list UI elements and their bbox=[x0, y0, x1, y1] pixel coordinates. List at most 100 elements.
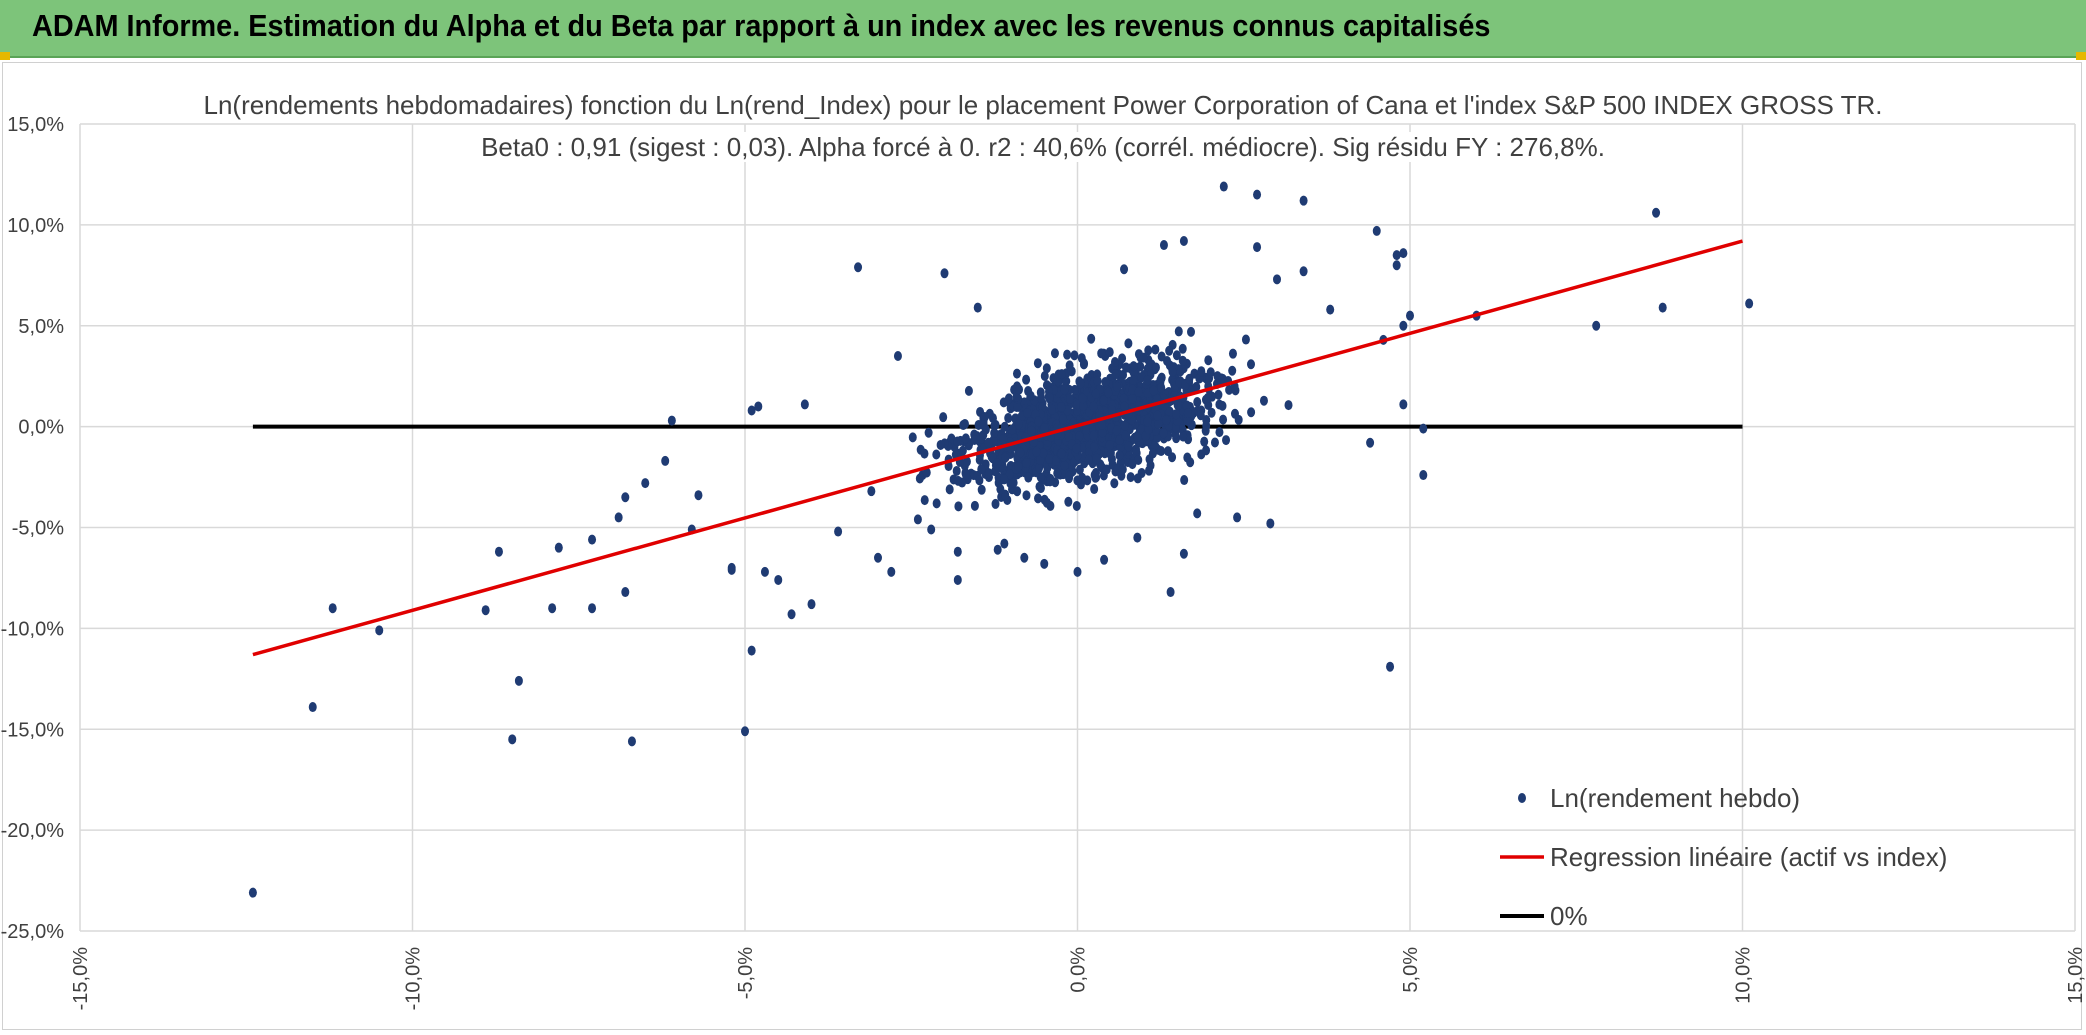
data-point bbox=[494, 546, 503, 557]
chart-subtitle: Beta0 : 0,91 (sigest : 0,03). Alpha forc… bbox=[0, 132, 2086, 163]
data-point bbox=[1266, 518, 1275, 529]
data-point bbox=[621, 492, 630, 503]
data-point bbox=[932, 449, 941, 460]
data-point bbox=[1162, 415, 1171, 426]
data-point bbox=[1098, 427, 1107, 438]
data-point bbox=[984, 437, 993, 448]
legend-label: Ln(rendement hebdo) bbox=[1550, 783, 1800, 813]
data-point bbox=[1120, 264, 1129, 275]
data-point bbox=[1134, 455, 1143, 466]
data-point bbox=[940, 268, 949, 279]
data-point bbox=[1105, 440, 1114, 451]
data-point bbox=[1034, 416, 1043, 427]
data-point bbox=[1050, 348, 1059, 359]
data-point bbox=[1027, 425, 1036, 436]
data-point bbox=[1386, 661, 1395, 672]
data-point bbox=[1075, 431, 1084, 442]
data-point bbox=[999, 397, 1008, 408]
data-point bbox=[1047, 404, 1056, 415]
data-point bbox=[1143, 375, 1152, 386]
data-point bbox=[1057, 448, 1066, 459]
data-point bbox=[887, 566, 896, 577]
data-point bbox=[1241, 334, 1250, 345]
resize-handle-right[interactable] bbox=[2076, 52, 2086, 60]
data-point bbox=[1204, 400, 1213, 411]
data-point bbox=[1299, 266, 1308, 277]
data-point bbox=[1181, 380, 1190, 391]
data-point bbox=[1419, 423, 1428, 434]
data-point bbox=[1001, 452, 1010, 463]
data-point bbox=[1082, 424, 1091, 435]
data-point bbox=[993, 544, 1002, 555]
data-point bbox=[834, 526, 843, 537]
data-point bbox=[1093, 375, 1102, 386]
data-point bbox=[1072, 500, 1081, 511]
data-point bbox=[1000, 421, 1009, 432]
data-point bbox=[1399, 248, 1408, 259]
data-point bbox=[1183, 408, 1192, 419]
data-point bbox=[1168, 366, 1177, 377]
data-point bbox=[893, 351, 902, 362]
data-point bbox=[913, 514, 922, 525]
data-point bbox=[1022, 490, 1031, 501]
data-point bbox=[1133, 432, 1142, 443]
data-point bbox=[954, 475, 963, 486]
data-point bbox=[1110, 357, 1119, 368]
data-point bbox=[1174, 326, 1183, 337]
data-point bbox=[1092, 453, 1101, 464]
data-point bbox=[1120, 420, 1129, 431]
y-tick-label: -15,0% bbox=[1, 719, 65, 741]
data-point bbox=[1204, 392, 1213, 403]
data-point bbox=[1078, 393, 1087, 404]
data-point bbox=[1101, 376, 1110, 387]
data-point bbox=[1419, 470, 1428, 481]
data-point bbox=[874, 552, 882, 563]
data-point bbox=[1063, 405, 1072, 416]
data-point bbox=[1020, 552, 1029, 563]
data-point bbox=[996, 484, 1005, 495]
data-point bbox=[1366, 437, 1375, 448]
y-tick-label: -25,0% bbox=[1, 921, 65, 943]
data-point bbox=[932, 498, 941, 509]
data-point bbox=[1202, 420, 1211, 431]
data-point bbox=[1126, 472, 1135, 483]
data-point bbox=[1104, 387, 1113, 398]
data-point bbox=[1166, 587, 1175, 598]
data-point bbox=[1222, 435, 1231, 446]
data-point bbox=[920, 448, 929, 459]
data-point bbox=[1253, 242, 1262, 253]
data-point bbox=[1150, 440, 1159, 451]
data-point bbox=[1219, 181, 1228, 192]
data-point bbox=[1207, 407, 1216, 418]
data-point bbox=[954, 501, 963, 512]
data-point bbox=[1228, 365, 1237, 376]
data-point bbox=[1070, 350, 1079, 361]
data-point bbox=[514, 675, 523, 686]
data-point bbox=[1060, 460, 1069, 471]
y-tick-label: 0,0% bbox=[18, 417, 64, 439]
data-point bbox=[1231, 385, 1240, 396]
data-point bbox=[1139, 352, 1148, 363]
data-point bbox=[1179, 548, 1188, 559]
data-point bbox=[964, 385, 973, 396]
y-tick-label: -5,0% bbox=[12, 518, 64, 540]
x-tick-label: -15,0% bbox=[70, 947, 92, 1011]
data-point bbox=[1129, 361, 1138, 372]
data-point bbox=[1178, 343, 1187, 354]
chart-area[interactable] bbox=[2, 62, 2082, 1030]
data-point bbox=[1210, 437, 1219, 448]
data-point bbox=[1089, 401, 1098, 412]
data-point bbox=[975, 454, 984, 465]
data-point bbox=[1035, 481, 1044, 492]
data-point bbox=[1073, 475, 1082, 486]
resize-handle-left[interactable] bbox=[0, 52, 10, 60]
data-point bbox=[747, 645, 756, 656]
data-point bbox=[1299, 195, 1308, 206]
data-point bbox=[979, 420, 988, 431]
data-point bbox=[1745, 298, 1754, 309]
data-point bbox=[1154, 418, 1163, 429]
data-point bbox=[1179, 431, 1188, 442]
data-point bbox=[1149, 385, 1158, 396]
data-point bbox=[1008, 424, 1017, 435]
